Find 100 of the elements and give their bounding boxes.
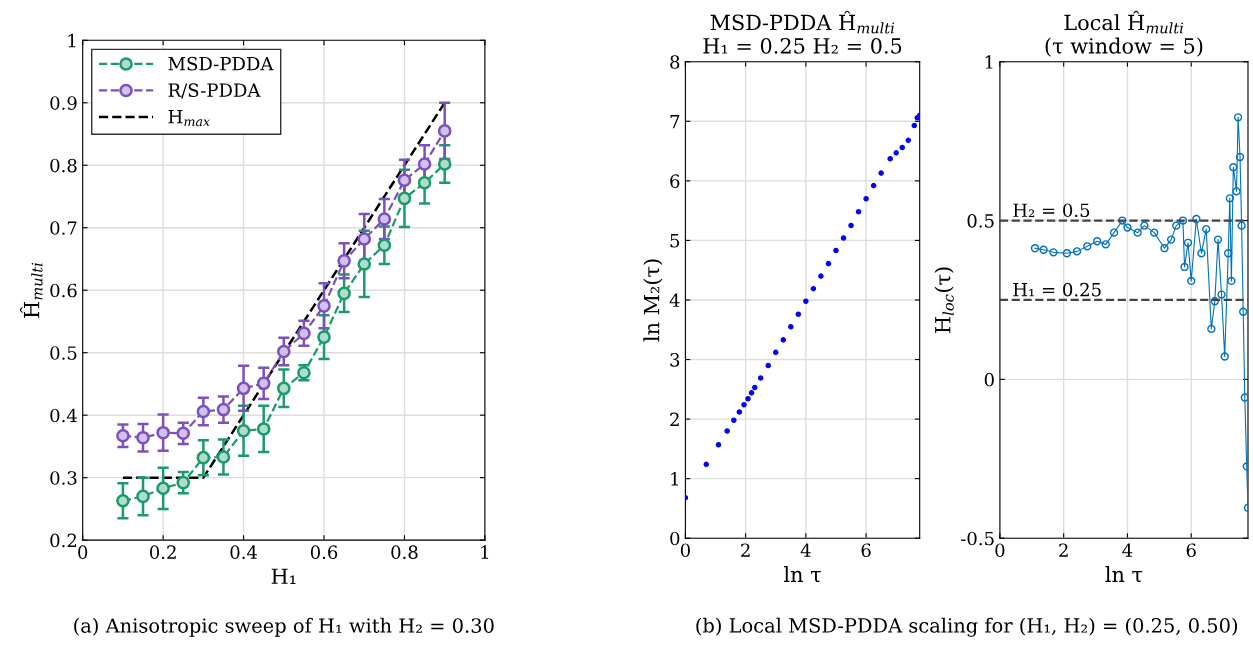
y-tick-label: 1	[985, 55, 993, 69]
y-tick-label: 1	[68, 33, 76, 48]
y-axis-title: ln M₂(τ)	[643, 259, 663, 342]
chart-title: MSD-PDDA Ĥ$_{multi}$ H₁ = 0.25 H₂ = 0.5	[703, 10, 902, 54]
point	[277, 381, 291, 396]
point	[887, 156, 893, 162]
point	[1232, 187, 1241, 196]
y-tick-label: 0.9	[50, 96, 77, 110]
point	[772, 349, 779, 356]
point	[1049, 248, 1058, 257]
point	[397, 173, 412, 188]
x-axis-title: ln τ	[1105, 566, 1143, 583]
point	[848, 222, 854, 229]
point	[1150, 228, 1159, 237]
y-tick-label: 3	[670, 352, 680, 367]
point	[780, 337, 787, 343]
point	[1192, 214, 1201, 224]
point	[731, 417, 737, 424]
point	[1220, 352, 1229, 361]
point	[736, 409, 743, 415]
point	[703, 461, 710, 468]
point	[795, 311, 802, 318]
y-axis-title: H$_{loc}$(τ)	[934, 267, 954, 333]
y-tick-label: 2	[670, 412, 679, 426]
point	[863, 195, 869, 202]
y-tick-label: 0.8	[50, 158, 77, 173]
point	[1224, 249, 1233, 258]
point	[1109, 228, 1119, 237]
text: (a) Anisotropic sweep of H₁ with H₂ = 0.30	[74, 617, 494, 637]
point	[810, 285, 817, 292]
point	[196, 450, 211, 465]
point	[437, 157, 452, 171]
x-tick-label: 2	[741, 543, 750, 557]
y-tick-label: 0.5	[967, 214, 994, 228]
point	[724, 428, 730, 434]
x-tick-label: 0	[995, 543, 1005, 558]
text: (b) Local MSD-PDDA scaling for (H₁, H₂) = (0.25, 0.50)	[696, 617, 1238, 637]
point	[1239, 307, 1248, 316]
y-tick-label: 5	[670, 234, 680, 248]
y-tick-label: 7	[670, 115, 680, 129]
point	[870, 182, 877, 189]
y-tick-label: 1	[671, 472, 678, 486]
x-tick-label: 0.8	[391, 545, 418, 559]
point	[1227, 276, 1236, 286]
point	[357, 257, 372, 271]
point	[1118, 216, 1127, 225]
x-tick-label: 6	[861, 543, 871, 558]
point	[236, 424, 251, 438]
point	[1187, 276, 1196, 286]
y-tick-label: 0.6	[50, 283, 77, 298]
point	[156, 425, 170, 440]
point	[216, 450, 231, 464]
point	[1225, 194, 1234, 203]
point	[1160, 244, 1169, 253]
y-tick-label: 0	[984, 372, 994, 387]
point	[1180, 262, 1189, 272]
point	[899, 144, 906, 151]
point	[1133, 228, 1142, 237]
point	[256, 422, 271, 436]
point	[741, 402, 747, 408]
point	[1123, 223, 1132, 232]
y-tick-label: 0.7	[50, 221, 77, 235]
point	[297, 326, 311, 341]
point	[1092, 237, 1102, 246]
point	[748, 390, 755, 396]
point	[176, 475, 191, 490]
point	[1233, 113, 1243, 122]
point	[1172, 221, 1181, 230]
point	[136, 430, 150, 445]
y-tick-label: 0.4	[50, 408, 77, 423]
point	[1101, 240, 1110, 249]
point	[397, 191, 412, 206]
x-tick-label: 0.4	[230, 545, 258, 559]
point	[803, 298, 809, 304]
point	[1202, 224, 1211, 234]
point	[1062, 249, 1072, 258]
x-tick-label: 0.2	[149, 545, 176, 559]
point	[818, 273, 824, 279]
point	[840, 235, 847, 241]
point	[757, 375, 764, 381]
point	[236, 381, 251, 396]
point	[1140, 221, 1149, 230]
point	[116, 429, 130, 443]
point	[833, 247, 839, 254]
point	[715, 441, 722, 448]
point	[855, 209, 862, 215]
point	[156, 481, 170, 496]
point	[893, 150, 899, 156]
x-tick-label: 4	[1122, 543, 1133, 557]
point	[337, 286, 351, 301]
point	[116, 493, 130, 508]
y-tick-label: 4	[669, 293, 680, 307]
point	[1237, 221, 1246, 230]
point	[437, 124, 452, 138]
x-tick-label: 4	[800, 543, 811, 557]
point	[1229, 163, 1238, 172]
point	[765, 362, 771, 369]
point	[1178, 216, 1188, 225]
x-tick-label: 0	[78, 545, 88, 559]
point	[1166, 235, 1176, 244]
